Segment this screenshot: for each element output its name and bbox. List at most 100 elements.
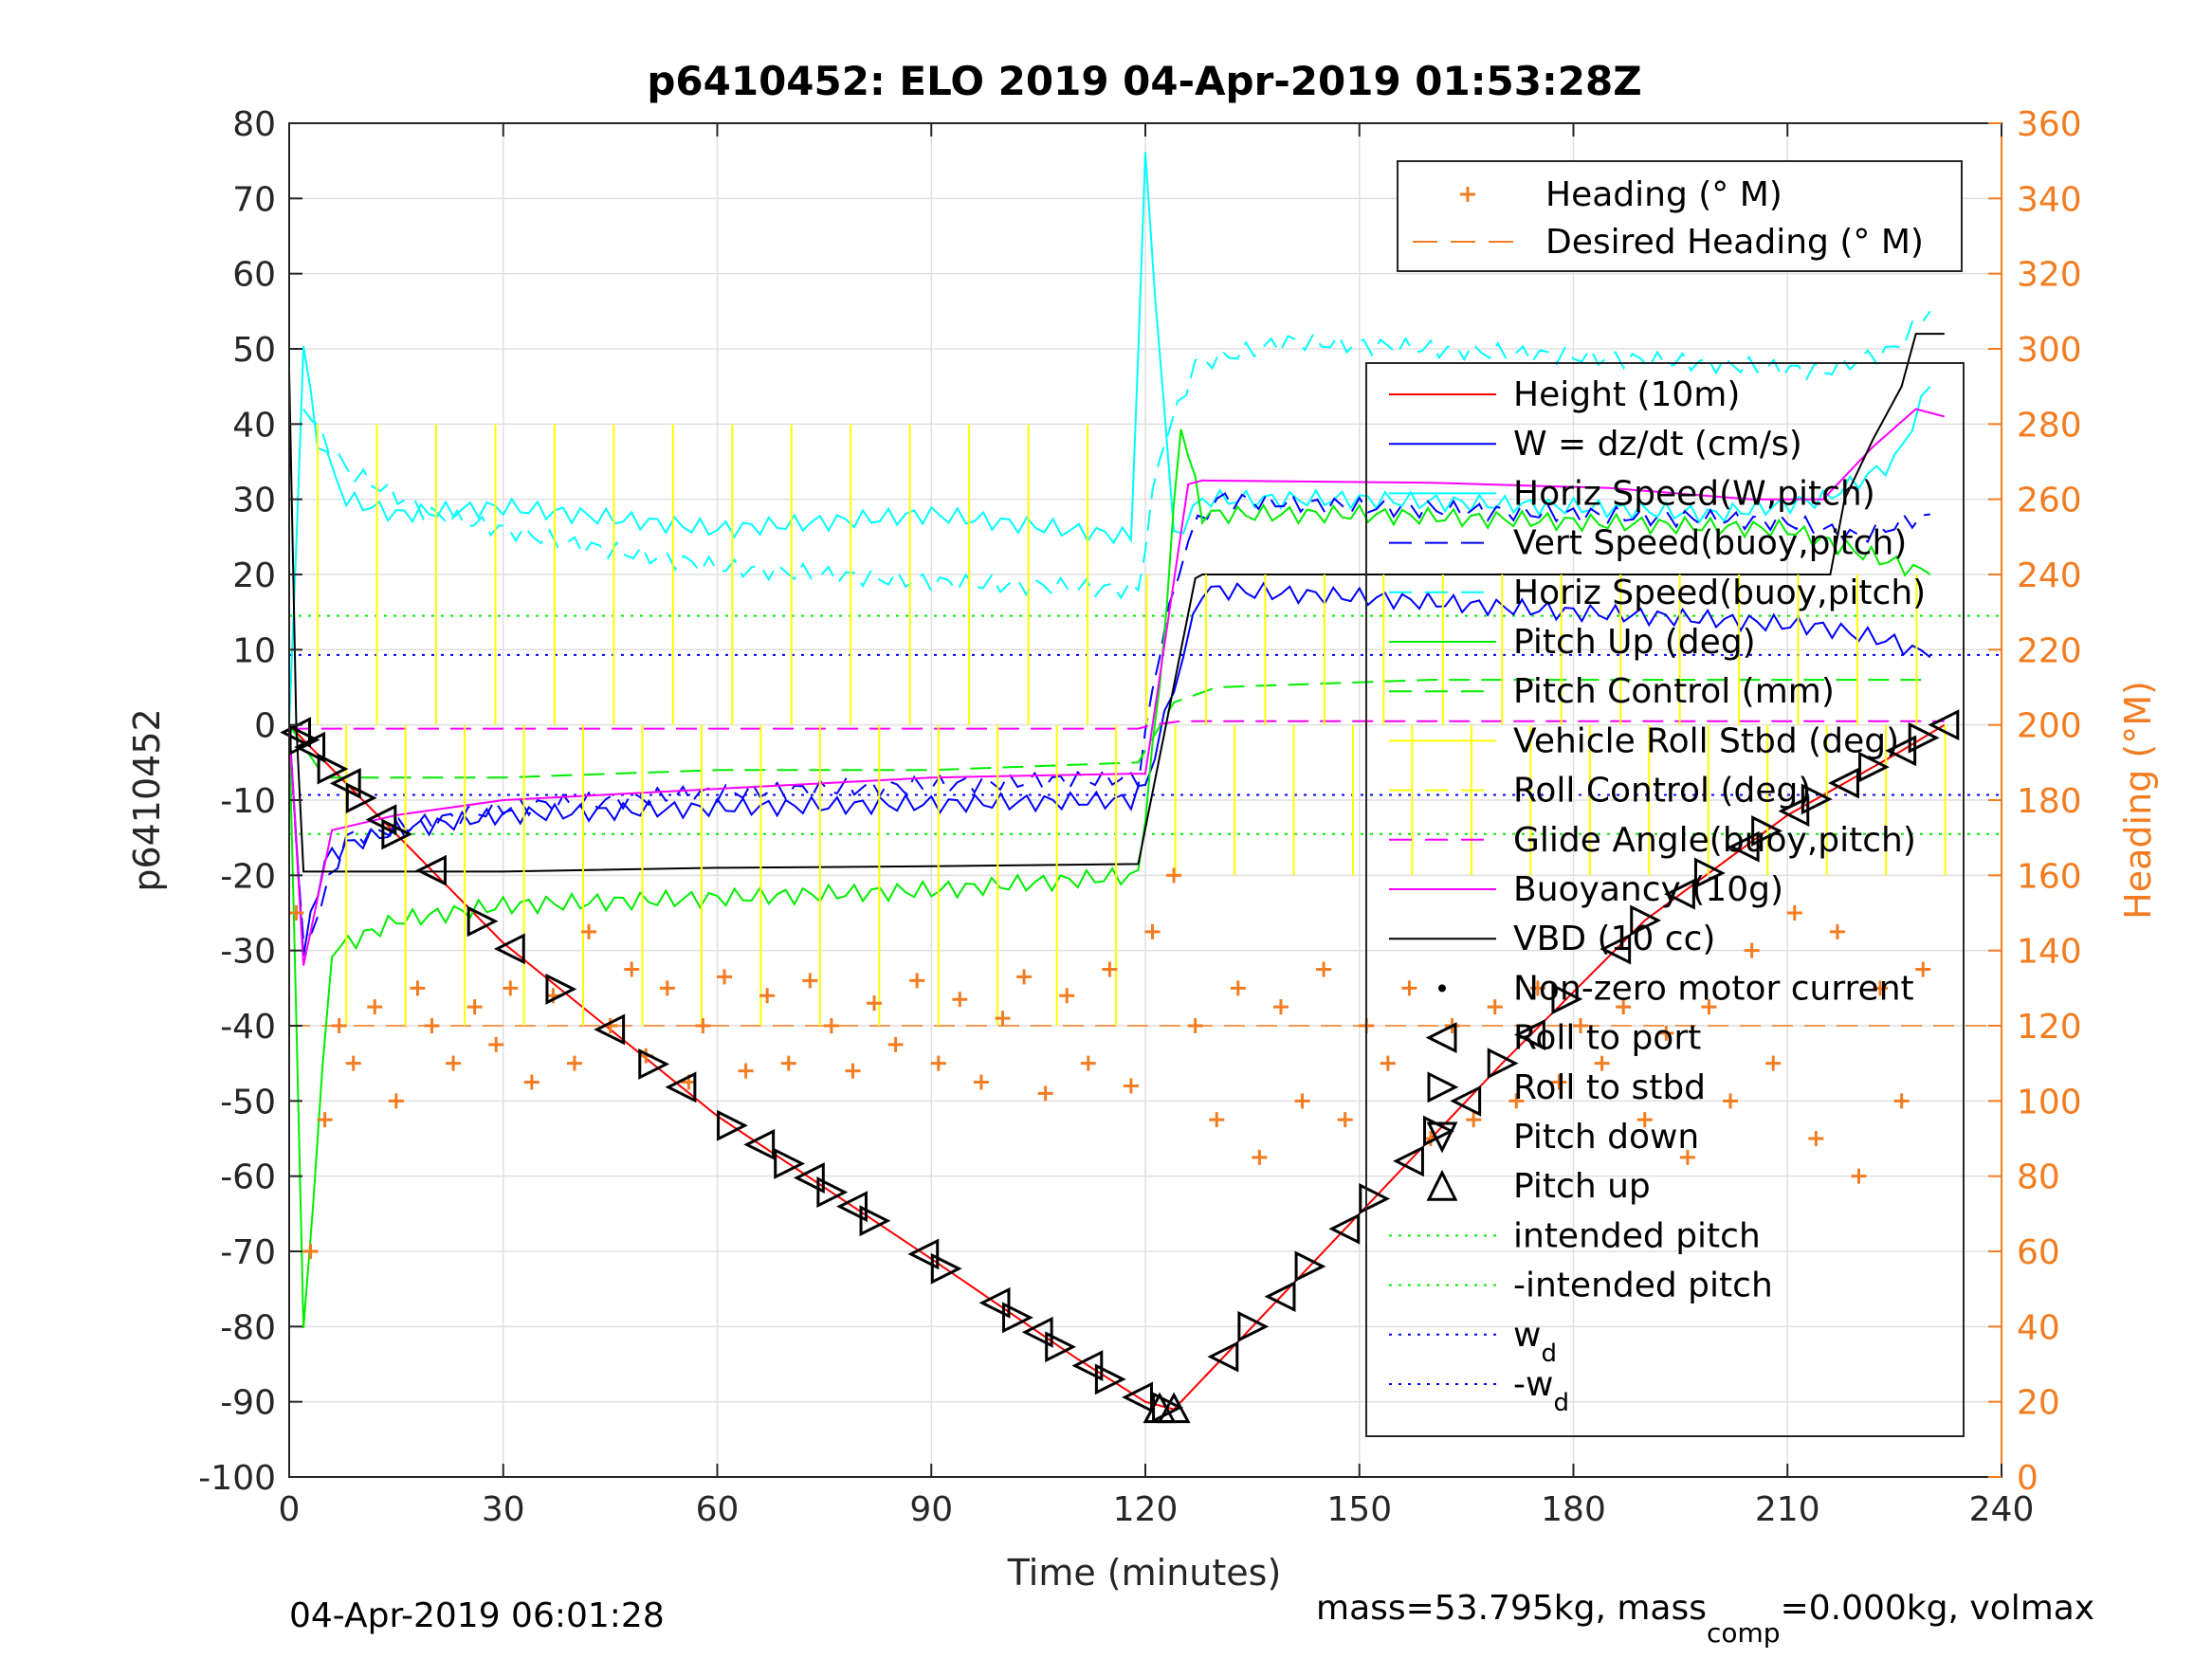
heading-point — [446, 1055, 462, 1071]
y2-tick-label: 100 — [2017, 1083, 2082, 1121]
heading-point — [845, 1063, 861, 1079]
heading-point — [466, 999, 483, 1015]
motor-marker — [859, 1205, 891, 1237]
y2-tick-label: 360 — [2017, 105, 2082, 144]
heading-point — [759, 988, 776, 1004]
heading-point — [717, 969, 733, 985]
heading-point — [1230, 980, 1246, 996]
y-tick-label: 40 — [232, 406, 276, 445]
heading-point — [1166, 867, 1182, 884]
motor-marker — [774, 1148, 806, 1179]
legend-heading-label: Heading (° M) — [1545, 175, 1782, 214]
motor-marker — [793, 1162, 825, 1194]
motor-marker — [1021, 1316, 1053, 1348]
heading-point — [624, 961, 640, 977]
heading-point — [1658, 1025, 1674, 1041]
motor-marker — [1828, 767, 1859, 799]
motor-marker — [638, 1048, 670, 1080]
heading-point — [1401, 980, 1417, 996]
y2-tick-label: 300 — [2017, 331, 2082, 370]
heading-point — [424, 1018, 440, 1033]
heading-point — [367, 999, 383, 1015]
heading-point — [823, 1018, 839, 1033]
motor-marker — [1094, 1363, 1126, 1395]
chart-title: p6410452: ELO 2019 04-Apr-2019 01:53:28Z — [647, 58, 1641, 104]
y-tick-label: -80 — [220, 1308, 276, 1347]
heading-point — [488, 1036, 504, 1052]
heading-point — [1016, 969, 1033, 985]
heading-point — [1851, 1168, 1867, 1184]
heading-point — [1551, 1074, 1567, 1090]
heading-point — [867, 995, 883, 1012]
series-line — [289, 720, 1945, 730]
motor-marker — [1600, 933, 1632, 965]
y-axis-label: p6410452 — [126, 708, 168, 891]
heading-point — [1337, 1112, 1353, 1128]
y-tick-label: 30 — [232, 482, 276, 520]
legend-heading-box — [1397, 160, 1963, 272]
motor-marker — [836, 1191, 868, 1223]
heading-point — [302, 1244, 319, 1259]
y-tick-label: 20 — [232, 556, 276, 595]
y2-tick-label: 80 — [2017, 1158, 2060, 1197]
heading-point — [1487, 999, 1503, 1015]
y2-tick-label: 240 — [2017, 556, 2082, 595]
y-tick-label: -20 — [220, 857, 276, 896]
heading-point — [1765, 1055, 1782, 1071]
motor-marker — [288, 724, 320, 756]
y2-tick-label: 320 — [2017, 256, 2082, 295]
motor-marker — [466, 905, 499, 938]
heading-point — [288, 905, 304, 921]
heading-point — [738, 1063, 754, 1079]
heading-point — [1059, 988, 1075, 1004]
legend-label: Non-zero motor current — [1513, 969, 1914, 1008]
motor-marker — [1858, 751, 1890, 783]
legend-label: Roll to stbd — [1513, 1068, 1706, 1107]
motor-marker — [1450, 1085, 1482, 1117]
footer-mass: mass=53.795kg, masscomp=0.000kg, volmax — [1316, 1589, 2094, 1649]
motor-marker — [665, 1071, 697, 1103]
motor-marker — [1630, 904, 1662, 937]
motor-marker — [1693, 857, 1726, 889]
motor-marker — [493, 933, 525, 965]
motor-marker — [907, 1238, 940, 1270]
heading-point — [331, 1018, 347, 1033]
motor-marker — [317, 753, 349, 785]
motor-marker — [1122, 1381, 1153, 1413]
motor-marker — [816, 1176, 849, 1209]
pitch-up-marker — [1157, 1392, 1191, 1424]
motor-marker — [743, 1128, 776, 1160]
legend-label: Roll Control (deg) — [1513, 772, 1811, 811]
motor-marker — [930, 1252, 962, 1285]
y2-axis-label: Heading (°M) — [2117, 681, 2159, 920]
y-tick-label: 60 — [232, 256, 276, 295]
footer-timestamp: 04-Apr-2019 06:01:28 — [289, 1596, 665, 1635]
heading-point — [1466, 1112, 1482, 1128]
motor-marker — [1487, 1048, 1519, 1080]
heading-point — [1786, 905, 1802, 921]
y-tick-label: 80 — [232, 105, 276, 144]
y2-tick-label: 340 — [2017, 180, 2082, 219]
motor-marker — [1664, 878, 1695, 910]
motor-marker — [1002, 1302, 1033, 1334]
legend-label: -intended pitch — [1513, 1267, 1773, 1305]
heading-point — [887, 1036, 904, 1052]
heading-point — [1723, 1093, 1739, 1109]
y-tick-label: -40 — [220, 1008, 276, 1047]
x-tick-label: 210 — [1755, 1490, 1820, 1529]
x-axis-label: Time (minutes) — [1007, 1552, 1282, 1594]
motor-marker — [345, 782, 377, 814]
y-tick-label: -10 — [220, 782, 276, 821]
motor-marker — [1751, 815, 1783, 847]
y-tick-label: -30 — [220, 933, 276, 972]
y2-tick-label: 0 — [2017, 1459, 2038, 1498]
motor-marker — [1908, 721, 1940, 754]
x-tick-label: 90 — [909, 1490, 953, 1529]
y-tick-label: 50 — [232, 331, 276, 370]
legend-main-box — [1365, 362, 1965, 1437]
heading-point — [345, 1055, 361, 1071]
legend-label: intended pitch — [1513, 1216, 1761, 1255]
legend-label: Horiz Speed(buoy,pitch) — [1513, 574, 1926, 612]
legend-label: Height (10m) — [1513, 375, 1740, 414]
x-tick-label: 120 — [1113, 1490, 1179, 1529]
